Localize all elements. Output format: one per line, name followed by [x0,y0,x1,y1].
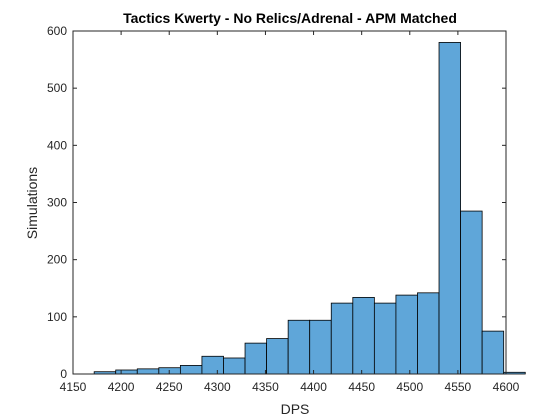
x-tick-label: 4550 [445,380,472,394]
x-tick-label: 4200 [108,380,135,394]
histogram-bars [93,42,526,375]
histogram-bar [115,369,138,375]
x-tick-label: 4450 [348,380,375,394]
histogram-bar [179,365,203,375]
y-axis-label: Simulations [24,167,40,239]
y-tick-label: 200 [47,253,67,267]
histogram-bar [460,210,483,375]
y-tick-label: 100 [47,310,67,324]
histogram-bar [395,294,418,375]
x-tick-label: 4150 [60,380,87,394]
chart-title: Tactics Kwerty - No Relics/Adrenal - APM… [123,10,457,26]
y-axis-ticks: 0 100 200 300 400 500 600 [47,24,506,381]
y-tick-label: 300 [47,196,67,210]
histogram-bar [201,355,224,375]
histogram-bar [330,302,354,375]
x-tick-label: 4350 [252,380,279,394]
x-tick-label: 4400 [300,380,327,394]
x-axis-label: DPS [281,401,310,417]
x-tick-label: 4300 [204,380,231,394]
histogram-bar [373,302,397,375]
histogram-bar [136,368,160,375]
x-tick-label: 4600 [493,380,520,394]
histogram-bar [266,338,289,375]
x-tick-label: 4500 [396,380,423,394]
x-tick-label: 4250 [156,380,183,394]
histogram-bar [223,357,246,375]
histogram-bar [438,42,461,375]
histogram-bar [503,371,526,375]
y-tick-label: 500 [47,81,67,95]
x-axis-ticks: 4150 4200 4250 4300 4350 4400 4450 4500 4550 4600 [60,31,520,394]
histogram-bar [417,292,440,375]
histogram-bar [481,330,505,375]
y-tick-label: 0 [60,367,67,381]
histogram-bar [352,296,375,375]
y-tick-label: 600 [47,24,67,38]
histogram-bar [287,319,311,375]
histogram-bar [244,342,267,375]
y-tick-label: 400 [47,138,67,152]
histogram-bar [309,319,332,375]
